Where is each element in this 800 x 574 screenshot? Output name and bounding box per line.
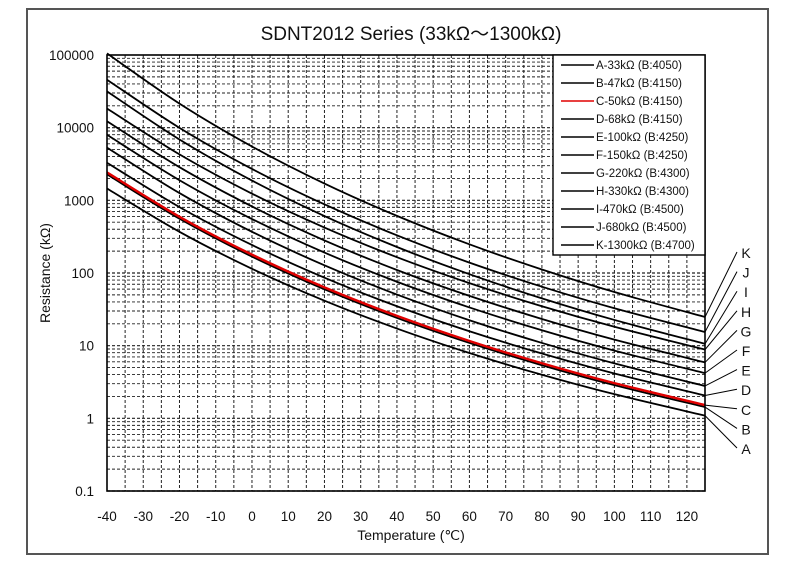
y-tick-label: 1000 [64, 193, 94, 208]
end-label-i: I [744, 284, 748, 300]
legend-label-c: C-50kΩ (B:4150) [596, 96, 683, 108]
legend-label-h: H-330kΩ (B:4300) [596, 186, 689, 198]
x-tick-label: 60 [462, 509, 477, 524]
curve-i [106, 90, 706, 345]
y-tick-label: 1 [86, 411, 94, 426]
leader-line-a [704, 415, 738, 449]
curve-e [106, 146, 706, 387]
end-label-a: A [741, 441, 751, 457]
legend-label-d: D-68kΩ (B:4150) [596, 114, 683, 126]
legend-label-b: B-47kΩ (B:4150) [596, 78, 682, 90]
leader-line-g [704, 330, 738, 363]
chart-title: SDNT2012 Series (33kΩ～1300kΩ) [261, 24, 562, 45]
x-tick-label: 90 [571, 509, 586, 524]
x-tick-label: 120 [676, 509, 699, 524]
curve-a [106, 187, 706, 417]
leader-line-k [704, 251, 738, 318]
x-tick-label: 80 [534, 509, 549, 524]
y-tick-label: 100000 [49, 48, 94, 63]
x-tick-label: 70 [498, 509, 513, 524]
x-tick-label: 30 [353, 509, 368, 524]
x-axis-label: Temperature (℃) [357, 527, 465, 543]
curve-f [106, 134, 706, 374]
x-tick-label: -30 [133, 509, 153, 524]
legend-label-i: I-470kΩ (B:4500) [596, 204, 684, 216]
end-label-f: F [742, 343, 751, 359]
y-axis-label: Resistance (kΩ) [37, 223, 53, 323]
leader-line-b [704, 406, 738, 429]
leader-line-h [704, 310, 738, 350]
end-label-c: C [741, 402, 751, 418]
leader-line-i [704, 290, 738, 345]
end-label-h: H [741, 304, 751, 320]
y-tick-labels: 100000 10000 1000 100 10 1 0.1 [49, 48, 94, 499]
leader-line-c [704, 404, 738, 410]
x-tick-label: 40 [389, 509, 404, 524]
curve-c [106, 171, 706, 407]
curve-k [106, 52, 706, 318]
curve-d [106, 161, 706, 397]
legend-label-j: J-680kΩ (B:4500) [596, 222, 687, 234]
end-label-b: B [741, 421, 750, 437]
legend-label-f: F-150kΩ (B:4250) [596, 150, 688, 162]
leader-line-j [704, 271, 738, 333]
x-tick-label: 50 [426, 509, 441, 524]
end-label-e: E [741, 363, 750, 379]
curve-g [106, 120, 706, 364]
curve-j [106, 78, 706, 333]
end-label-j: J [743, 265, 750, 281]
legend-label-e: E-100kΩ (B:4250) [596, 132, 689, 144]
curve-b [106, 173, 706, 408]
end-label-k: K [741, 245, 751, 261]
end-label-g: G [741, 323, 752, 339]
curve-h [106, 107, 706, 351]
x-tick-label: -40 [97, 509, 117, 524]
plot-border [106, 54, 706, 492]
curves [106, 52, 706, 417]
legend-label-a: A-33kΩ (B:4050) [596, 60, 682, 72]
leader-line-d [704, 388, 738, 397]
x-tick-label: -10 [206, 509, 226, 524]
x-tick-label: 20 [317, 509, 332, 524]
x-tick-label: 10 [281, 509, 296, 524]
y-tick-label: 10 [79, 339, 94, 354]
y-tick-label: 0.1 [75, 484, 94, 499]
legend-label-k: K-1300kΩ (B:4700) [596, 240, 695, 252]
y-tick-label: 100 [71, 266, 94, 281]
leader-line-f [704, 349, 738, 374]
x-tick-label: -20 [170, 509, 190, 524]
y-tick-label: 10000 [56, 121, 94, 136]
x-tick-label: 0 [248, 509, 256, 524]
legend: A-33kΩ (B:4050) B-47kΩ (B:4150) C-50kΩ (B:… [552, 54, 706, 256]
x-tick-label: 110 [640, 509, 662, 524]
x-tick-labels: -40 -30 -20 -10 0 10 20 30 40 50 60 70 80 90 100 110 120 [97, 509, 698, 524]
leader-line-e [704, 369, 738, 387]
legend-label-g: G-220kΩ (B:4300) [596, 168, 690, 180]
x-tick-label: 100 [603, 509, 626, 524]
end-label-d: D [741, 382, 751, 398]
